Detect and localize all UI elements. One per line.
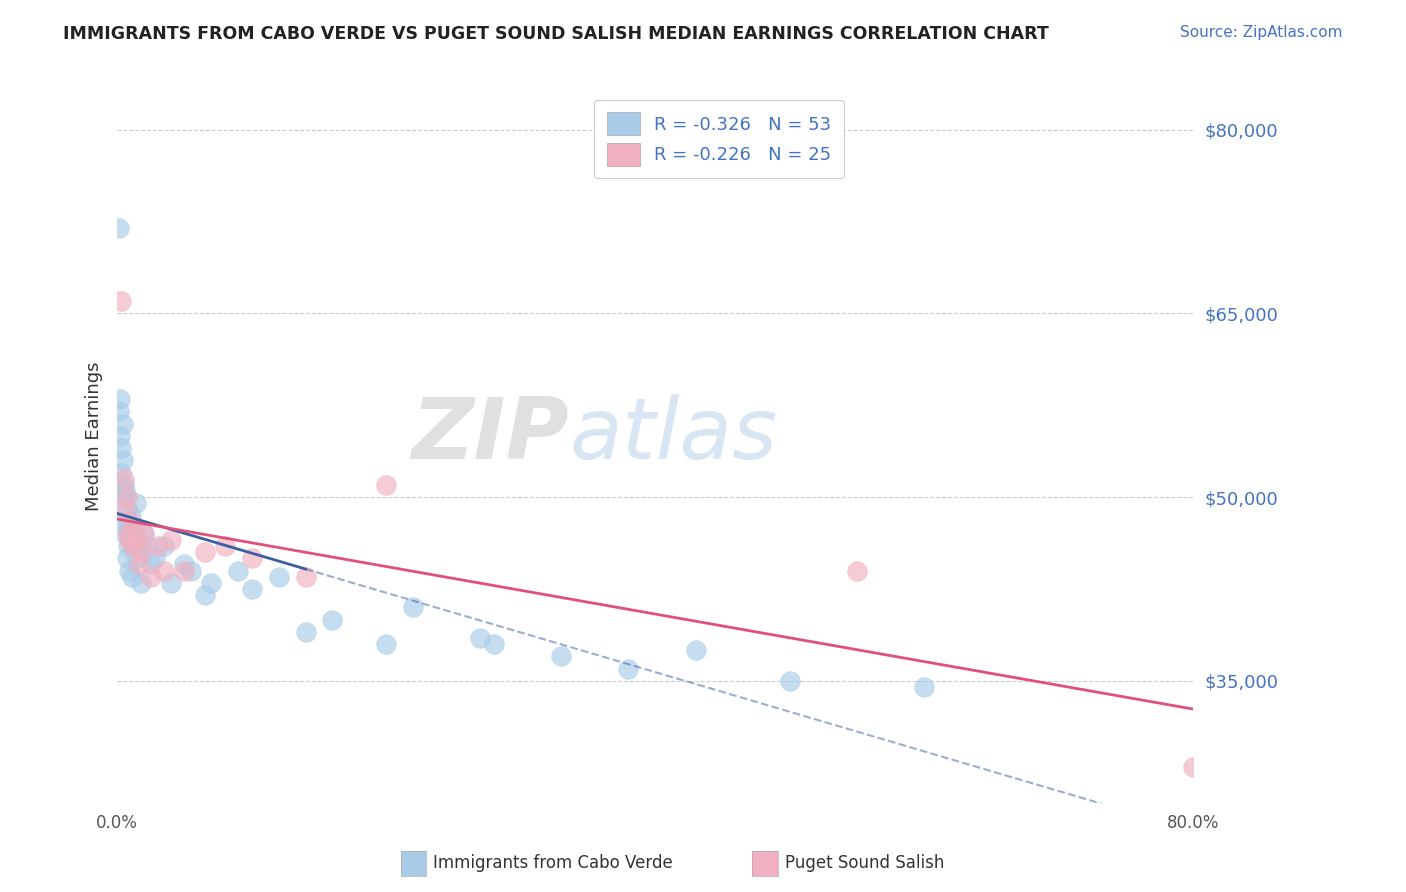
- Point: [118, 533, 141, 547]
- Point: [470, 631, 492, 645]
- Point: [118, 521, 141, 535]
- Point: [115, 502, 138, 516]
- Point: [294, 570, 316, 584]
- Point: [139, 570, 162, 584]
- Point: [114, 527, 136, 541]
- Point: [121, 570, 143, 584]
- Point: [240, 551, 263, 566]
- Point: [131, 545, 153, 559]
- Text: ZIP: ZIP: [412, 394, 569, 477]
- Point: [482, 637, 505, 651]
- Point: [122, 539, 145, 553]
- Point: [120, 515, 142, 529]
- Point: [685, 643, 707, 657]
- Point: [108, 392, 131, 406]
- Point: [1182, 759, 1205, 773]
- Point: [153, 564, 176, 578]
- Point: [402, 600, 425, 615]
- Point: [194, 588, 217, 602]
- Point: [117, 539, 139, 553]
- Point: [121, 527, 143, 541]
- Point: [122, 539, 145, 553]
- Point: [267, 570, 290, 584]
- Point: [124, 521, 146, 535]
- Point: [115, 490, 138, 504]
- Text: Immigrants from Cabo Verde: Immigrants from Cabo Verde: [433, 855, 673, 872]
- Point: [111, 417, 134, 431]
- Point: [240, 582, 263, 596]
- Point: [146, 539, 169, 553]
- Point: [375, 637, 398, 651]
- Point: [125, 496, 148, 510]
- Point: [375, 478, 398, 492]
- Point: [131, 575, 153, 590]
- Point: [127, 551, 149, 566]
- Legend: R = -0.326   N = 53, R = -0.226   N = 25: R = -0.326 N = 53, R = -0.226 N = 25: [595, 100, 844, 178]
- Point: [108, 429, 131, 443]
- Text: Puget Sound Salish: Puget Sound Salish: [785, 855, 943, 872]
- Point: [110, 294, 132, 309]
- Text: IMMIGRANTS FROM CABO VERDE VS PUGET SOUND SALISH MEDIAN EARNINGS CORRELATION CHA: IMMIGRANTS FROM CABO VERDE VS PUGET SOUN…: [63, 25, 1049, 43]
- Point: [112, 472, 135, 486]
- Point: [132, 527, 155, 541]
- Point: [112, 478, 135, 492]
- Point: [194, 545, 217, 559]
- Point: [617, 662, 640, 676]
- Point: [143, 551, 166, 566]
- Text: atlas: atlas: [569, 394, 778, 477]
- Point: [127, 533, 149, 547]
- Point: [160, 575, 183, 590]
- Point: [160, 533, 183, 547]
- Point: [110, 441, 132, 455]
- Point: [173, 558, 195, 572]
- Point: [110, 466, 132, 480]
- Point: [226, 564, 249, 578]
- Point: [200, 575, 222, 590]
- Point: [153, 539, 176, 553]
- Point: [135, 539, 157, 553]
- Point: [107, 404, 129, 418]
- Point: [912, 680, 935, 694]
- Point: [173, 564, 195, 578]
- Point: [118, 564, 141, 578]
- Point: [550, 649, 572, 664]
- Point: [117, 515, 139, 529]
- Point: [214, 539, 236, 553]
- Point: [120, 508, 142, 523]
- Point: [114, 483, 136, 498]
- Point: [114, 502, 136, 516]
- Point: [112, 490, 135, 504]
- Y-axis label: Median Earnings: Median Earnings: [86, 361, 103, 510]
- Point: [111, 453, 134, 467]
- Point: [294, 624, 316, 639]
- Point: [779, 673, 801, 688]
- Point: [180, 564, 202, 578]
- Point: [846, 564, 869, 578]
- Point: [139, 558, 162, 572]
- Point: [128, 558, 150, 572]
- Point: [128, 539, 150, 553]
- Point: [117, 527, 139, 541]
- Point: [112, 515, 135, 529]
- Point: [107, 220, 129, 235]
- Text: Source: ZipAtlas.com: Source: ZipAtlas.com: [1180, 25, 1343, 40]
- Point: [124, 527, 146, 541]
- Point: [115, 551, 138, 566]
- Point: [132, 527, 155, 541]
- Point: [120, 533, 142, 547]
- Point: [321, 613, 343, 627]
